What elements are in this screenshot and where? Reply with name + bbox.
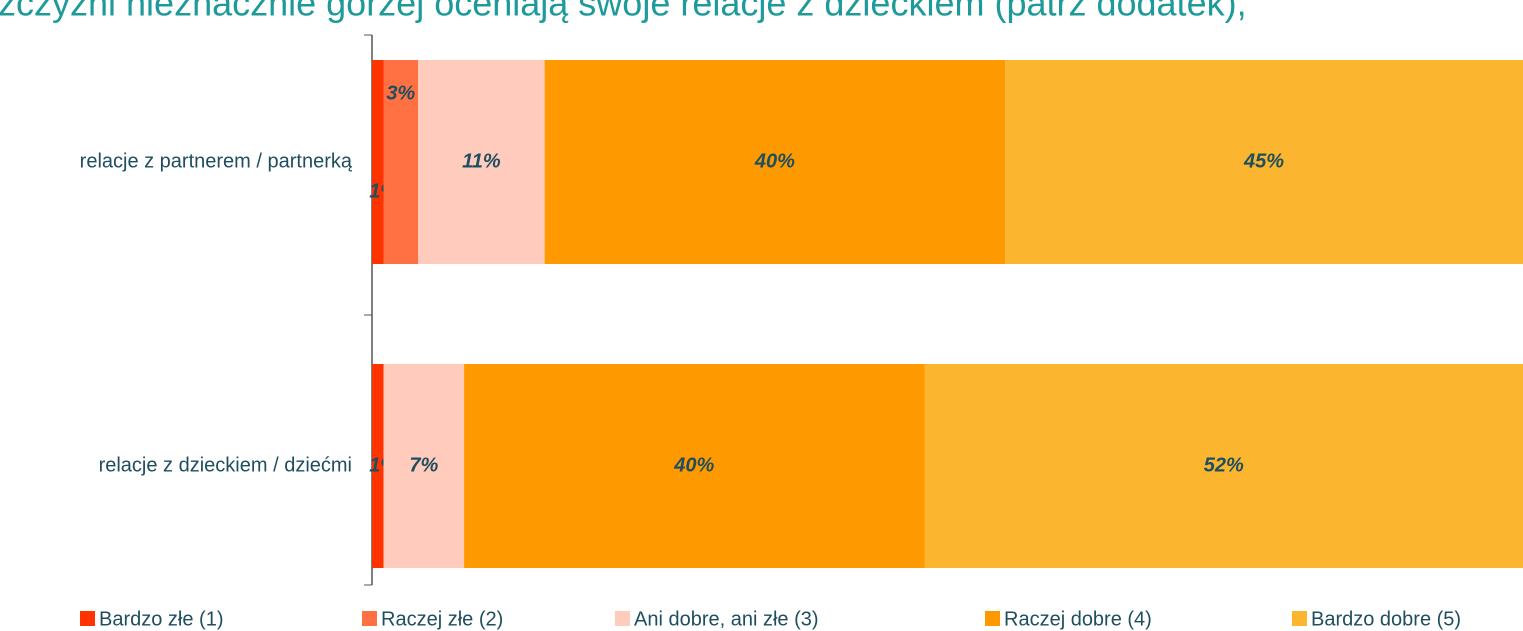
bar-segment [418,60,545,264]
bar-segment [924,364,1523,568]
data-label: 11% [462,150,501,172]
bar-segment [383,364,465,568]
y-tick-label: relacje z partnerem / partnerką [80,150,353,172]
legend-label: Bardzo dobre (5) [1311,608,1461,630]
legend-swatch [362,611,377,626]
bar-segment [372,364,384,568]
legend-swatch [985,611,1000,626]
data-label: 52% [1204,454,1244,476]
legend-swatch [615,611,630,626]
bar-segment [372,60,384,264]
data-label: 7% [409,454,438,476]
y-tick-label: relacje z dzieckiem / dziećmi [99,454,352,476]
data-label: 40% [754,150,795,172]
data-label: 45% [1243,150,1284,172]
bar-segment [544,60,1006,264]
legend-swatch [1292,611,1307,626]
legend-swatch [80,611,95,626]
bar-segment [464,364,925,568]
bar-segment [383,60,419,264]
data-label: 40% [673,454,714,476]
legend-label: Bardzo złe (1) [99,608,224,630]
legend-label: Raczej dobre (4) [1004,608,1152,630]
data-label: 3% [386,82,415,104]
bar-segment [1005,60,1523,264]
chart-title: zczyźni nieznacznie gorzej oceniają swoj… [0,0,1247,24]
legend-label: Raczej złe (2) [381,608,503,630]
legend-label: Ani dobre, ani złe (3) [634,608,819,630]
